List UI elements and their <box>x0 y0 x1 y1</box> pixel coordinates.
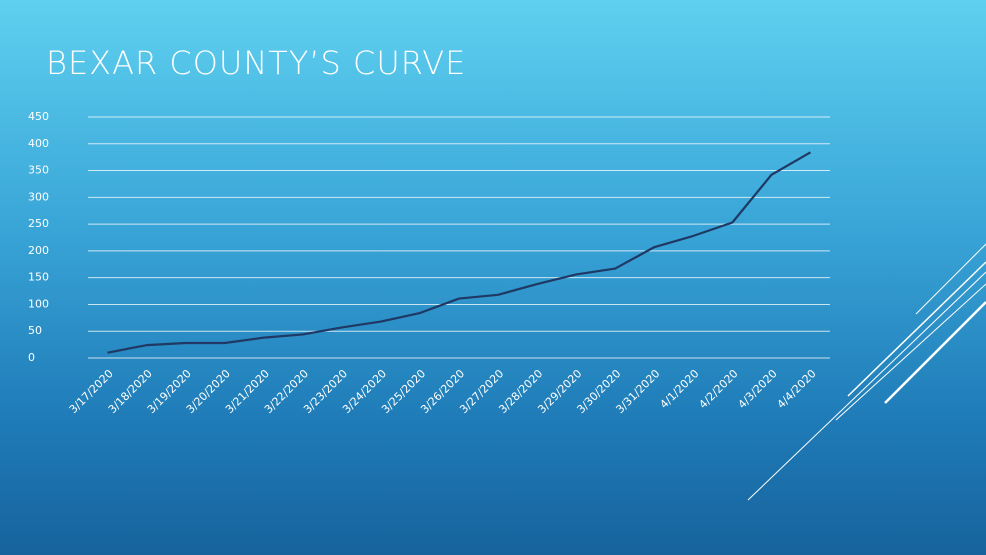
y-tick-label: 50 <box>28 324 42 337</box>
y-tick-label: 350 <box>28 164 49 177</box>
y-tick-label: 250 <box>28 217 49 230</box>
y-tick-label: 150 <box>28 271 49 284</box>
chart-title: BEXAR COUNTY’S CURVE <box>46 44 466 82</box>
y-tick-label: 200 <box>28 244 49 257</box>
data-line <box>107 151 812 354</box>
y-tick-label: 0 <box>28 351 35 364</box>
y-tick-label: 300 <box>28 190 49 203</box>
y-tick-label: 400 <box>28 137 49 150</box>
decoration <box>747 243 986 501</box>
x-tick-label: 4/2/2020 <box>696 367 740 411</box>
x-tick-label: 4/4/2020 <box>775 367 819 411</box>
y-tick-label: 450 <box>28 110 49 123</box>
y-tick-label: 100 <box>28 297 49 310</box>
x-tick-label: 4/1/2020 <box>657 367 701 411</box>
x-tick-label: 4/3/2020 <box>736 367 780 411</box>
